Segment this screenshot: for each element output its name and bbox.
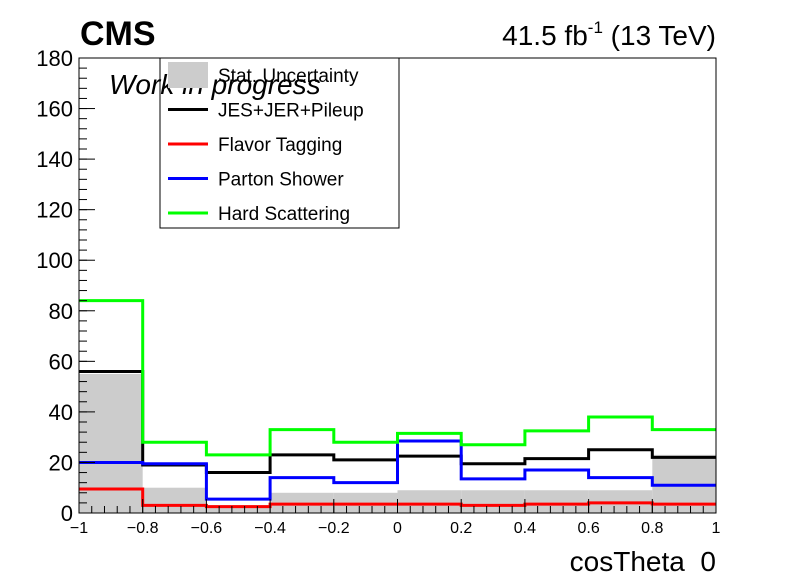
energy-label: (13 TeV) <box>603 20 716 51</box>
axes: 0 20 40 60 80 100 120 140 160 180 −1 −0.8 −0.6 −0.4 −0… <box>36 46 720 537</box>
series-line-hard-scattering <box>79 299 716 457</box>
legend: Stat. Uncertainty JES+JER+Pileup Flavor Ta… <box>159 57 400 229</box>
legend-label: Flavor Tagging <box>218 135 342 156</box>
stat-uncertainty-bin <box>461 490 525 513</box>
y-tick-label: 120 <box>36 198 73 223</box>
y-tick-label: 80 <box>49 299 73 324</box>
luminosity-exponent: -1 <box>588 18 603 37</box>
x-tick-label: 1 <box>712 520 721 537</box>
x-tick-label: 0.2 <box>450 520 472 537</box>
stat-uncertainty-bin <box>79 373 143 513</box>
y-tick-label: 40 <box>49 400 73 425</box>
x-tick-label: 0 <box>393 520 402 537</box>
x-tick-label: −0.6 <box>191 520 223 537</box>
experiment-label: CMS <box>80 15 156 53</box>
legend-swatch <box>168 62 208 88</box>
x-tick-label: 0.6 <box>577 520 599 537</box>
x-tick-label: −1 <box>70 520 88 537</box>
stat-uncertainty-band <box>79 373 716 513</box>
x-tick-label: −0.8 <box>127 520 159 537</box>
legend-box <box>159 57 400 229</box>
stat-uncertainty-bin <box>524 490 589 513</box>
x-tick-label: −0.2 <box>318 520 350 537</box>
stat-uncertainty-bin <box>206 505 271 513</box>
stat-uncertainty-bin <box>397 490 462 513</box>
x-tick-label: −0.4 <box>254 520 286 537</box>
x-tick-label: 0.8 <box>641 520 663 537</box>
y-tick-label: 20 <box>49 450 73 475</box>
legend-label: Stat. Uncertainty <box>218 66 359 87</box>
series-line-flavor-tagging <box>79 487 716 509</box>
y-tick-label: 140 <box>36 147 73 172</box>
legend-label: JES+JER+Pileup <box>218 101 364 122</box>
y-tick-label: 160 <box>36 97 73 122</box>
luminosity-label: 41.5 fb-1 (13 TeV) <box>502 18 716 51</box>
legend-label: Parton Shower <box>218 170 344 191</box>
x-tick-label: 0.4 <box>514 520 536 537</box>
luminosity-value: 41.5 fb <box>502 20 588 51</box>
y-tick-label: 180 <box>36 46 73 71</box>
y-tick-label: 0 <box>61 501 73 526</box>
legend-label: Hard Scattering <box>218 204 350 225</box>
status-label: Work in progress <box>109 69 321 100</box>
series-line-parton-shower <box>79 439 716 501</box>
y-tick-label: 60 <box>49 349 73 374</box>
stat-uncertainty-bin <box>142 487 207 513</box>
series-lines <box>79 299 716 509</box>
y-tick-label: 100 <box>36 248 73 273</box>
x-axis-title: cosTheta_0 <box>570 546 716 572</box>
